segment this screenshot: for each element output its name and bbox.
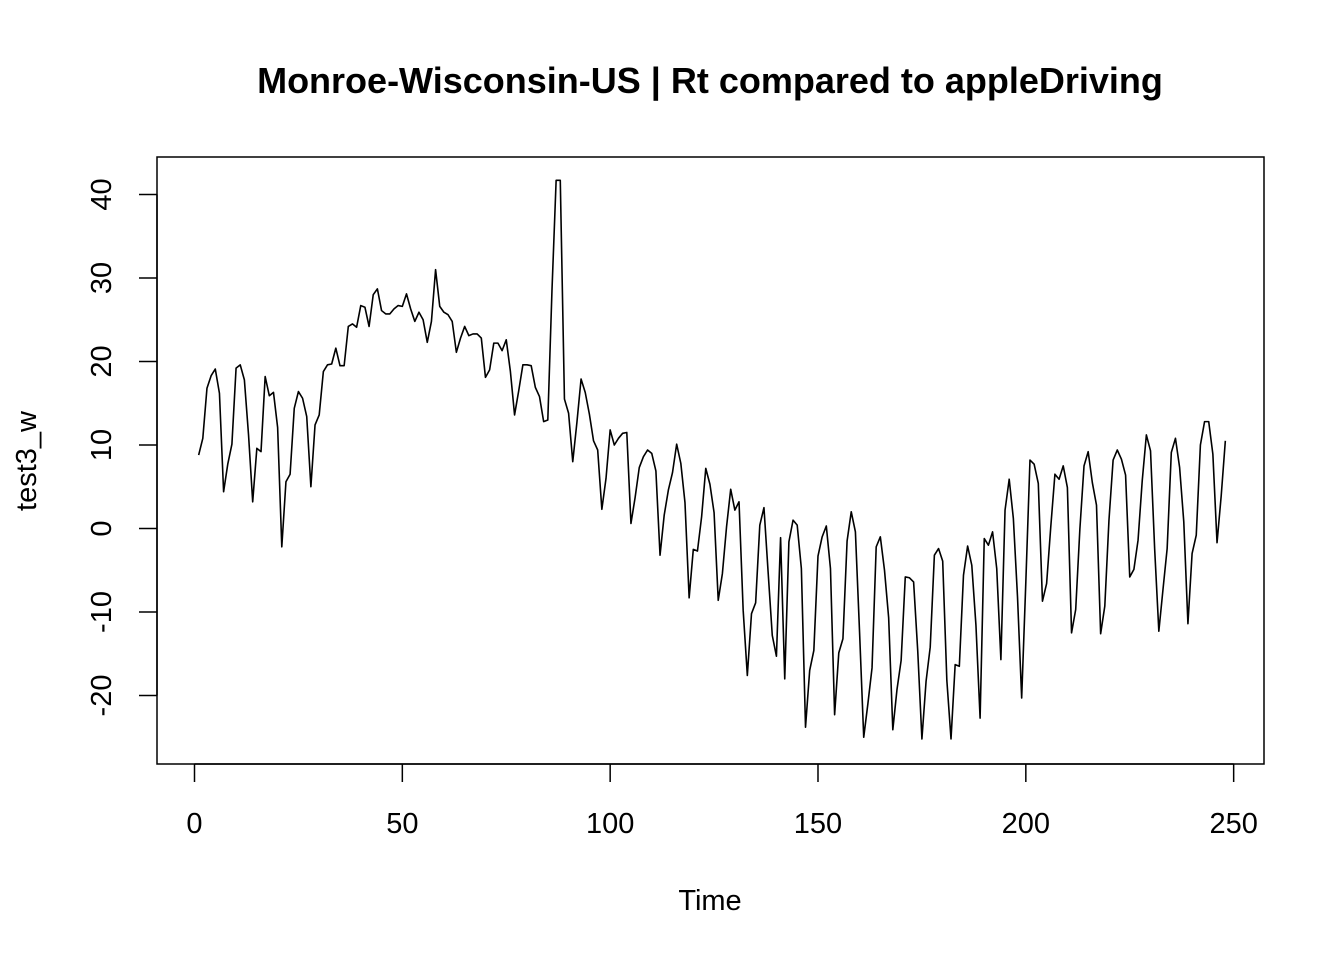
x-tick-label: 100 xyxy=(586,808,634,840)
x-axis: 0 50 100 150 200 250 xyxy=(186,763,1258,840)
y-tick-label: -20 xyxy=(86,675,118,717)
x-tick-label: 250 xyxy=(1209,808,1257,840)
chart-title: Monroe-Wisconsin-US | Rt compared to app… xyxy=(257,60,1163,102)
x-tick-label: 200 xyxy=(1002,808,1050,840)
x-axis-label: Time xyxy=(678,885,741,917)
y-axis: -20 -10 0 10 20 30 40 xyxy=(86,178,158,717)
y-tick-label: 10 xyxy=(86,429,118,461)
y-axis-label: test3_w xyxy=(11,410,43,511)
x-tick-label: 50 xyxy=(386,808,418,840)
y-tick-label: 0 xyxy=(86,520,118,536)
series-line xyxy=(197,179,1227,740)
y-tick-label: -10 xyxy=(86,591,118,633)
y-tick-label: 20 xyxy=(86,345,118,377)
y-tick-label: 40 xyxy=(86,178,118,210)
plot-frame xyxy=(156,156,1265,765)
x-tick-label: 0 xyxy=(186,808,202,840)
y-tick-label: 30 xyxy=(86,262,118,294)
series-layer xyxy=(197,179,1227,740)
x-tick-label: 150 xyxy=(794,808,842,840)
